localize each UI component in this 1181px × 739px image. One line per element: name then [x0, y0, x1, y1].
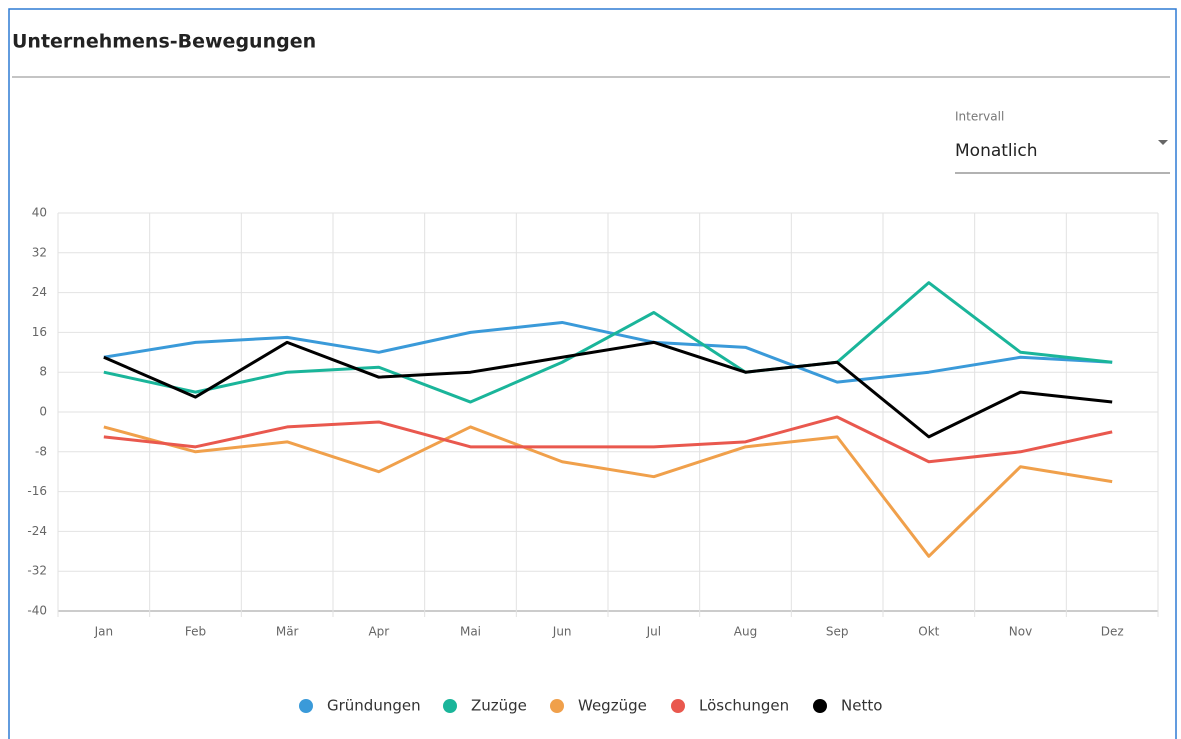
y-tick-label: 40	[32, 206, 47, 220]
legend-label: Gründungen	[327, 697, 421, 715]
x-tick-label: Jun	[552, 625, 572, 639]
y-tick-label: -32	[27, 564, 47, 578]
legend-swatch	[443, 699, 457, 713]
legend-label: Löschungen	[699, 697, 789, 715]
x-tick-label: Apr	[368, 625, 389, 639]
card	[8, 8, 1177, 739]
x-tick-label: Dez	[1101, 625, 1124, 639]
series-line	[103, 340, 1113, 439]
series-line	[103, 281, 1113, 404]
x-tick-label: Nov	[1009, 625, 1032, 639]
chart-title: Unternehmens-Bewegungen	[12, 31, 316, 53]
select-value[interactable]: Monatlich	[955, 141, 1038, 161]
x-tick-label: Jul	[646, 625, 661, 639]
x-tick-label: Jan	[94, 625, 114, 639]
legend-swatch	[671, 699, 685, 713]
y-tick-label: -16	[27, 484, 47, 498]
select-arrow[interactable]	[1158, 140, 1168, 145]
legend-swatch	[550, 699, 564, 713]
y-tick-label: 32	[32, 245, 47, 259]
x-tick-label: Sep	[826, 625, 849, 639]
legend-label: Wegzüge	[578, 697, 647, 715]
series-line	[103, 425, 1113, 558]
y-tick-label: 24	[32, 285, 47, 299]
legend-swatch	[813, 699, 827, 713]
legend-label: Zuzüge	[471, 697, 527, 715]
y-tick-label: 8	[39, 365, 47, 379]
x-tick-label: Aug	[734, 625, 757, 639]
legend-swatch	[299, 699, 313, 713]
y-tick-label: -40	[27, 604, 47, 618]
x-tick-label: Feb	[185, 625, 206, 639]
legend-label: Netto	[841, 697, 882, 715]
y-tick-label: 16	[32, 325, 47, 339]
interval-select[interactable]: Intervall Monatlich	[955, 110, 1170, 174]
y-tick-label: -24	[27, 524, 47, 538]
series-line	[103, 415, 1113, 464]
x-tick-label: Mär	[276, 625, 299, 639]
series-line	[103, 320, 1113, 384]
select-label: Intervall	[955, 110, 1004, 124]
y-tick-label: -8	[35, 444, 47, 458]
y-tick-label: 0	[39, 405, 47, 419]
x-tick-label: Okt	[918, 625, 939, 639]
x-tick-label: Mai	[460, 625, 481, 639]
